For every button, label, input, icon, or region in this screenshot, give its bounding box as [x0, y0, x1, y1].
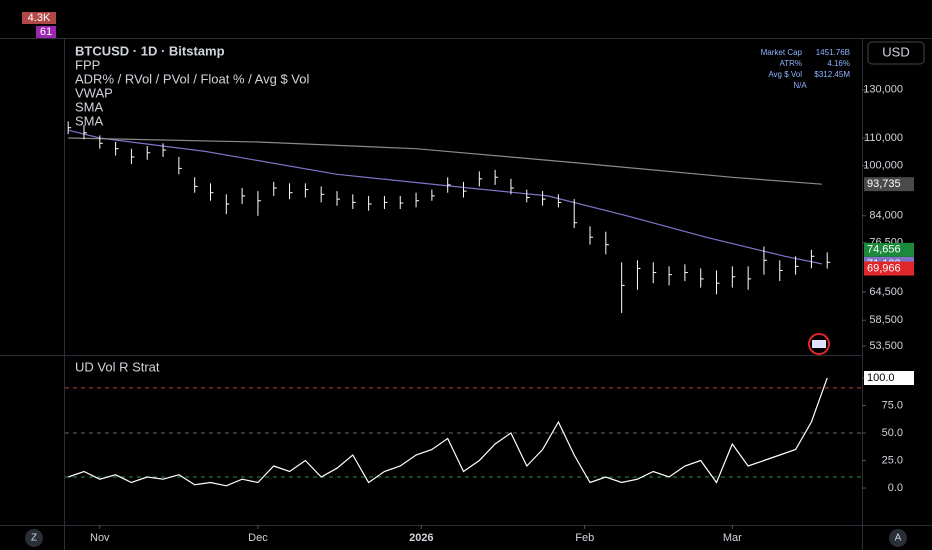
y-tick-label: 110,000	[864, 132, 903, 144]
y-tick-label: 58,500	[869, 314, 903, 326]
info-value: $312.45M	[814, 70, 850, 79]
info-value: N/A	[793, 81, 807, 90]
legend-entry: ADR% / RVol / PVol / Float % / Avg $ Vol	[75, 71, 309, 86]
x-tick-label: Mar	[723, 532, 742, 544]
info-value: 4.16%	[827, 59, 850, 68]
price-tag-label: 93,735	[867, 178, 901, 190]
indicator-line	[68, 377, 828, 487]
pane-title: BTCUSD · 1D · Bitstamp	[75, 43, 225, 58]
sma-line	[68, 137, 822, 185]
price-tag	[864, 371, 914, 386]
price-tag	[864, 261, 914, 276]
z-button[interactable]	[25, 529, 43, 547]
y-tick-label: 64,500	[869, 286, 903, 298]
currency-label[interactable]: USD	[882, 44, 909, 59]
badge-label: 61	[40, 26, 52, 38]
y-tick-label: 75.0	[882, 399, 903, 411]
pane-title: UD Vol R Strat	[75, 359, 160, 374]
x-tick-label: Nov	[90, 532, 110, 544]
price-tag-label: 74,656	[867, 244, 901, 256]
info-value: 1451.76B	[816, 48, 850, 57]
a-label[interactable]: A	[895, 533, 902, 544]
info-label: Avg $ Vol	[768, 70, 802, 79]
x-tick-label: Dec	[248, 532, 268, 544]
legend-entry: FPP	[75, 57, 100, 72]
y-tick-label: 53,500	[869, 340, 903, 352]
x-tick-label: 2026	[409, 532, 433, 544]
y-tick-label: 100,000	[863, 159, 903, 171]
legend-entry: SMA	[75, 113, 104, 128]
a-button[interactable]	[889, 529, 907, 547]
price-tag-label: 100.0	[867, 372, 895, 384]
x-tick-label: Feb	[575, 532, 594, 544]
y-tick-label: 50.0	[882, 427, 903, 439]
y-tick-label: 0.0	[888, 482, 903, 494]
y-tick-label: 25.0	[882, 454, 903, 466]
price-tag	[864, 242, 914, 257]
flag-icon[interactable]	[808, 333, 830, 355]
info-label: Market Cap	[761, 48, 803, 57]
legend-entry: VWAP	[75, 85, 113, 100]
price-tag-label: 69,966	[867, 262, 901, 274]
currency-button[interactable]	[867, 41, 925, 65]
sma-line	[68, 129, 823, 265]
badge	[36, 26, 56, 38]
flag-icon[interactable]	[812, 340, 826, 348]
badge-label: 4.3K	[28, 12, 51, 24]
z-label[interactable]: Z	[31, 533, 37, 544]
y-tick-label: 84,000	[869, 210, 903, 222]
legend-entry: SMA	[75, 99, 104, 114]
price-tag	[864, 177, 914, 192]
badge	[22, 12, 56, 24]
y-tick-label: 130,000	[863, 84, 903, 96]
info-label: ATR%	[779, 59, 802, 68]
